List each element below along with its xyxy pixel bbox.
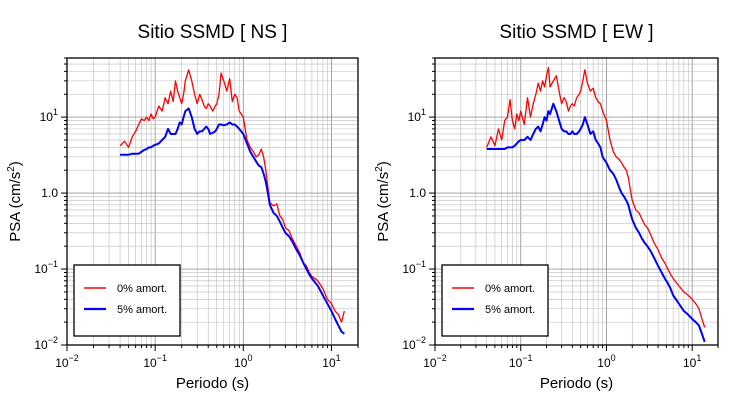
legend: 0% amort. 5% amort. xyxy=(73,264,181,337)
axis-ticks xyxy=(61,57,359,351)
x-tick-label: 10−2 xyxy=(423,353,447,370)
x-tick-label: 101 xyxy=(322,353,340,370)
chart-panel-ew: 10−2 10−1 100 101 10−2 10−1 1.0 101 Sitio SSMD [… xyxy=(374,22,719,392)
y-tick-label: 1.0 xyxy=(409,186,426,200)
y-axis-label: PSA (cm/s2) xyxy=(6,161,24,242)
y-tick-label: 1.0 xyxy=(41,186,58,200)
x-tick-label: 100 xyxy=(234,353,252,370)
x-tick-label: 10−2 xyxy=(55,353,79,370)
legend-label: 0% amort. xyxy=(485,283,535,295)
x-tick-label: 101 xyxy=(683,353,701,370)
y-tick-label: 10−2 xyxy=(34,335,58,352)
legend-label: 5% amort. xyxy=(485,304,535,316)
legend: 0% amort. 5% amort. xyxy=(441,264,549,337)
x-axis-label: Periodo (s) xyxy=(540,375,613,392)
legend-label: 5% amort. xyxy=(117,304,167,316)
legend-box xyxy=(73,264,181,337)
series-line-damping-0 xyxy=(486,66,706,328)
y-tick-label: 10−1 xyxy=(402,259,426,276)
y-tick-label: 101 xyxy=(408,107,426,124)
chart-title: Sitio SSMD [ EW ] xyxy=(499,22,653,43)
x-tick-label: 100 xyxy=(597,353,615,370)
chart-title: Sitio SSMD [ NS ] xyxy=(138,22,288,43)
series-line-damping-5 xyxy=(120,107,345,335)
y-tick-label: 10−2 xyxy=(402,335,426,352)
legend-box xyxy=(441,264,549,337)
y-tick-label: 101 xyxy=(40,107,58,124)
plot-frame xyxy=(66,57,359,346)
y-tick-label: 10−1 xyxy=(34,259,58,276)
series-line-damping-0 xyxy=(119,69,345,323)
series-line-damping-5 xyxy=(486,102,706,343)
plot-frame xyxy=(434,57,719,346)
y-axis-label: PSA (cm/s2) xyxy=(374,161,392,242)
gridlines xyxy=(66,57,359,346)
x-tick-label: 10−1 xyxy=(143,353,167,370)
legend-label: 0% amort. xyxy=(117,283,167,295)
x-axis-label: Periodo (s) xyxy=(176,375,249,392)
chart-panel-ns: 10−2 10−1 100 101 10−2 10−1 1.0 101 Sitio SSMD [… xyxy=(6,22,359,392)
x-tick-label: 10−1 xyxy=(509,353,533,370)
axis-ticks xyxy=(429,57,719,351)
